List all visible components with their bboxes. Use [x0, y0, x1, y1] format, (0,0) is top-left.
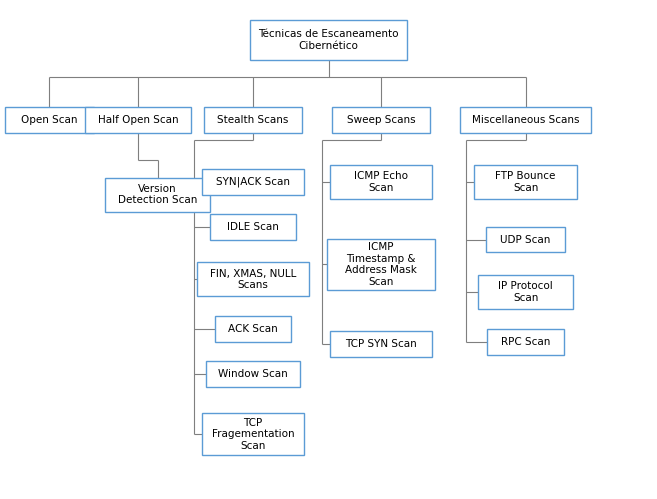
FancyBboxPatch shape: [215, 316, 291, 342]
Text: Window Scan: Window Scan: [218, 369, 288, 379]
FancyBboxPatch shape: [330, 331, 432, 357]
Text: RPC Scan: RPC Scan: [501, 337, 551, 347]
Text: IDLE Scan: IDLE Scan: [227, 222, 279, 232]
FancyBboxPatch shape: [85, 107, 191, 133]
Text: Técnicas de Escaneamento
Cibernético: Técnicas de Escaneamento Cibernético: [258, 29, 399, 51]
Text: FTP Bounce
Scan: FTP Bounce Scan: [495, 171, 556, 193]
FancyBboxPatch shape: [332, 107, 430, 133]
Text: SYN|ACK Scan: SYN|ACK Scan: [216, 177, 290, 188]
FancyBboxPatch shape: [474, 165, 577, 199]
Text: Sweep Scans: Sweep Scans: [347, 115, 415, 125]
Text: TCP
Fragementation
Scan: TCP Fragementation Scan: [212, 418, 294, 451]
Text: IP Protocol
Scan: IP Protocol Scan: [498, 281, 553, 303]
FancyBboxPatch shape: [197, 262, 309, 296]
FancyBboxPatch shape: [202, 413, 304, 455]
Text: UDP Scan: UDP Scan: [501, 235, 551, 245]
Text: Miscellaneous Scans: Miscellaneous Scans: [472, 115, 579, 125]
FancyBboxPatch shape: [210, 214, 296, 240]
FancyBboxPatch shape: [202, 169, 304, 195]
FancyBboxPatch shape: [487, 329, 564, 355]
FancyBboxPatch shape: [330, 165, 432, 199]
Text: FIN, XMAS, NULL
Scans: FIN, XMAS, NULL Scans: [210, 268, 296, 290]
Text: Open Scan: Open Scan: [21, 115, 78, 125]
FancyBboxPatch shape: [327, 239, 435, 290]
FancyBboxPatch shape: [460, 107, 591, 133]
FancyBboxPatch shape: [204, 107, 302, 133]
Text: ICMP
Timestamp &
Address Mask
Scan: ICMP Timestamp & Address Mask Scan: [345, 242, 417, 287]
Text: Version
Detection Scan: Version Detection Scan: [118, 184, 197, 206]
Text: TCP SYN Scan: TCP SYN Scan: [345, 339, 417, 349]
FancyBboxPatch shape: [5, 107, 94, 133]
FancyBboxPatch shape: [486, 227, 565, 252]
FancyBboxPatch shape: [478, 275, 573, 309]
FancyBboxPatch shape: [206, 361, 300, 387]
Text: ICMP Echo
Scan: ICMP Echo Scan: [354, 171, 408, 193]
FancyBboxPatch shape: [105, 178, 210, 212]
Text: Stealth Scans: Stealth Scans: [217, 115, 288, 125]
FancyBboxPatch shape: [250, 20, 407, 60]
Text: Half Open Scan: Half Open Scan: [98, 115, 178, 125]
Text: ACK Scan: ACK Scan: [228, 324, 278, 334]
